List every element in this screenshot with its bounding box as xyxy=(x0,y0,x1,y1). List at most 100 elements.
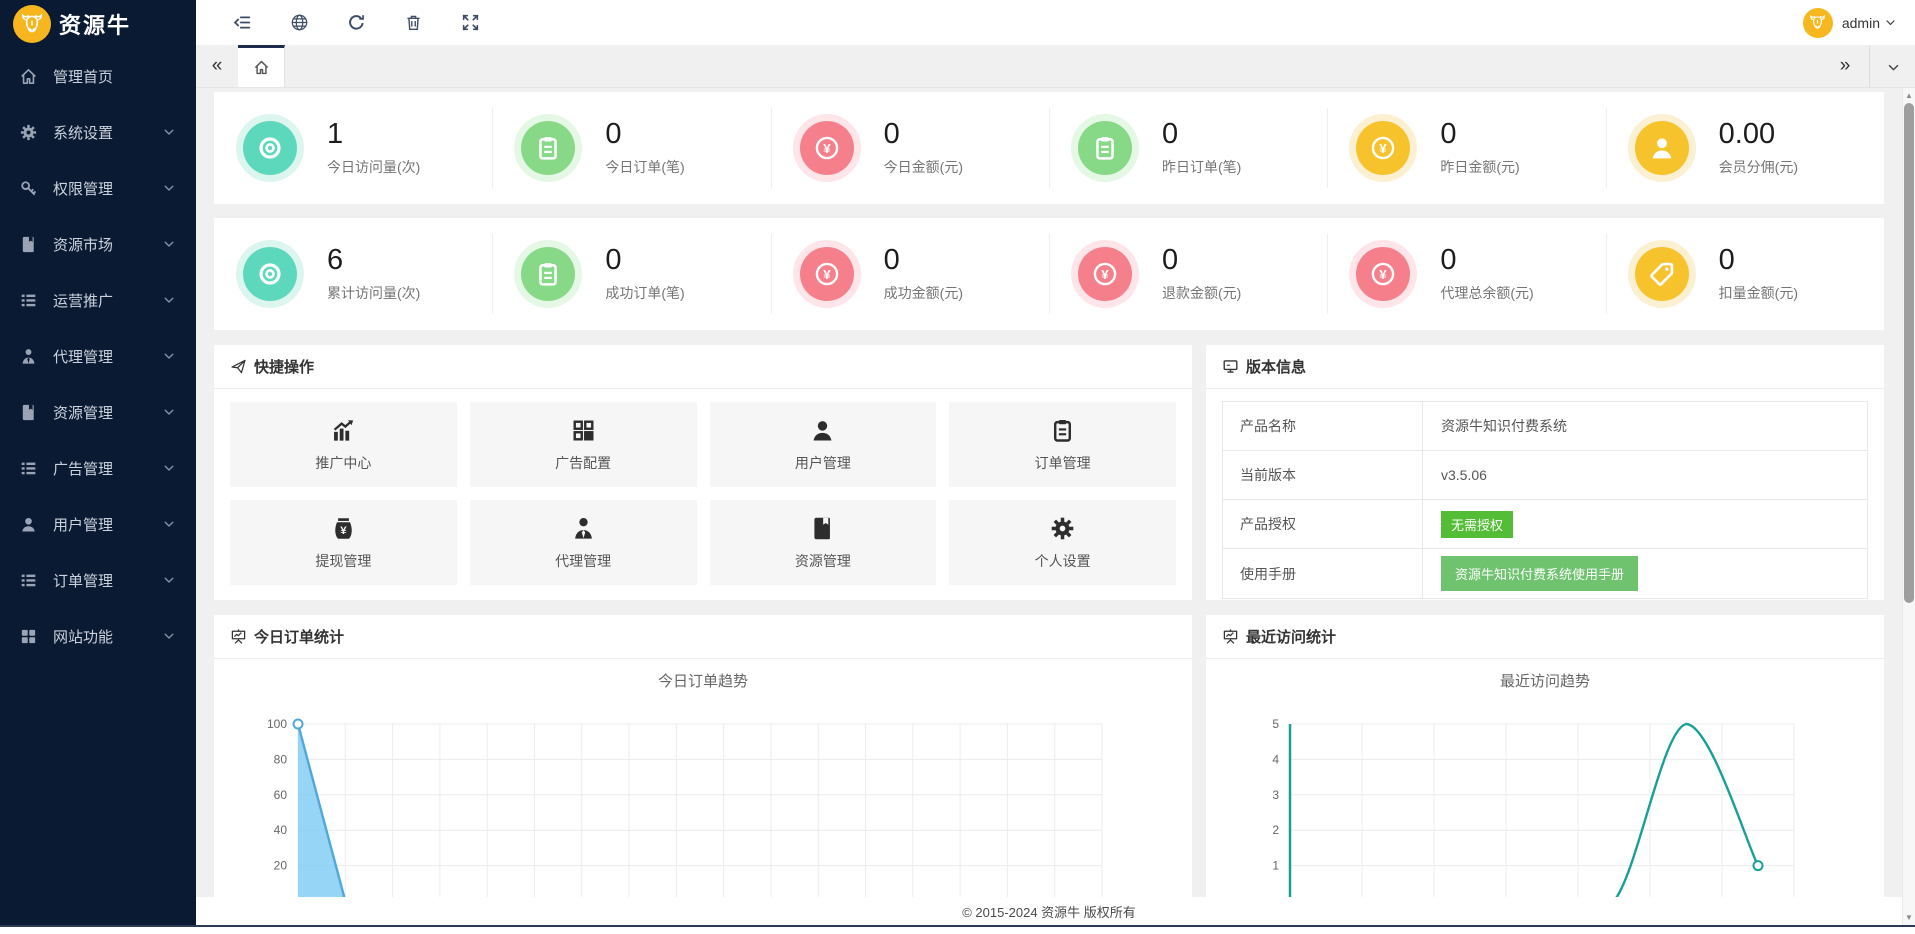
sidebar-item-label: 用户管理 xyxy=(53,516,114,534)
sidebar-item[interactable]: 资源市场 xyxy=(0,216,196,272)
chart-title: 最近访问趋势 xyxy=(1499,673,1590,690)
stat-label: 累计访问量(次) xyxy=(327,285,421,302)
sidebar-item-label: 系统设置 xyxy=(53,124,114,142)
quick-action-button[interactable]: 资源管理 xyxy=(709,500,937,585)
svg-text:¥: ¥ xyxy=(823,267,831,282)
quick-action-button[interactable]: 广告配置 xyxy=(469,402,697,487)
stat-card: ¥ 0 退款金额(元) xyxy=(1049,218,1327,330)
refresh-icon[interactable] xyxy=(347,13,366,32)
stat-card: 0.00 会员分佣(元) xyxy=(1605,92,1884,204)
quick-action-button[interactable]: 用户管理 xyxy=(709,402,937,487)
stat-card: 1 今日访问量(次) xyxy=(214,92,492,204)
sidebar-item[interactable]: 运营推广 xyxy=(0,272,196,328)
quick-action-button[interactable]: ¥ 提现管理 xyxy=(230,500,457,585)
visits-trend-chart: 1 2 3 4 5 xyxy=(1272,717,1795,903)
svg-text:¥: ¥ xyxy=(1101,267,1109,282)
orders-stats-panel: 今日订单统计 今日订单趋势 20 40 60 80 100 xyxy=(214,615,1192,905)
yen-icon: ¥ xyxy=(1356,121,1411,175)
presentation-board-icon xyxy=(230,628,247,645)
stat-card: 0 昨日订单(笔) xyxy=(1049,92,1327,204)
manual-link-button[interactable]: 资源牛知识付费系统使用手册 xyxy=(1441,556,1639,591)
visits-stats-panel: 最近访问统计 最近访问趋势 1 2 3 4 5 xyxy=(1206,615,1884,905)
home-icon xyxy=(19,67,38,86)
sidebar-item[interactable]: 用户管理 xyxy=(0,496,196,552)
svg-text:4: 4 xyxy=(1272,752,1279,766)
svg-text:20: 20 xyxy=(274,859,288,873)
key-icon xyxy=(19,179,38,198)
chevron-down-icon xyxy=(162,517,176,531)
tabs-scroll-left-button[interactable]: « xyxy=(211,55,223,76)
user-menu[interactable]: admin xyxy=(1802,7,1897,38)
brand-name: 资源牛 xyxy=(59,13,132,38)
app-logo[interactable]: 资源牛 xyxy=(0,0,196,48)
stat-label: 代理总余额(元) xyxy=(1440,285,1534,302)
quick-action-button[interactable]: 代理管理 xyxy=(469,500,697,585)
user-icon xyxy=(1634,121,1689,175)
chevron-down-icon xyxy=(1886,60,1899,73)
stat-value: 0 xyxy=(1162,243,1179,276)
home-icon xyxy=(253,59,270,76)
svg-text:100: 100 xyxy=(267,717,287,731)
stat-value: 0 xyxy=(1718,243,1735,276)
sidebar-item[interactable]: 管理首页 xyxy=(0,48,196,104)
sidebar-item-label: 资源管理 xyxy=(53,404,114,422)
sidebar-item[interactable]: 权限管理 xyxy=(0,160,196,216)
sidebar-item[interactable]: 代理管理 xyxy=(0,328,196,384)
sidebar-item[interactable]: 订单管理 xyxy=(0,552,196,608)
quick-action-label: 代理管理 xyxy=(555,552,612,569)
collapse-icon[interactable] xyxy=(233,13,252,32)
chart-panels: 今日订单统计 今日订单趋势 20 40 60 80 100 最近访问统计 最近访问趋势 … xyxy=(214,615,1884,905)
chevron-down-icon xyxy=(162,181,176,195)
quick-action-button[interactable]: 推广中心 xyxy=(230,402,457,487)
tab-home[interactable] xyxy=(238,45,285,87)
target-icon xyxy=(243,247,297,301)
presentation-board-icon xyxy=(1222,628,1239,645)
tabs-scroll-right-button[interactable]: » xyxy=(1839,55,1851,76)
sidebar-item[interactable]: 广告管理 xyxy=(0,440,196,496)
svg-text:¥: ¥ xyxy=(1380,141,1388,156)
grid-icon xyxy=(19,627,38,646)
quick-action-button[interactable]: 订单管理 xyxy=(949,402,1176,487)
version-row-value: 资源牛知识付费系统 xyxy=(1441,418,1567,434)
tabs-menu-button[interactable] xyxy=(1869,45,1915,87)
expand-icon[interactable] xyxy=(461,13,480,32)
yen-icon: ¥ xyxy=(799,121,854,175)
avatar xyxy=(1802,7,1833,38)
user-icon xyxy=(809,417,836,444)
sidebar-item[interactable]: 系统设置 xyxy=(0,104,196,160)
sidebar-item[interactable]: 资源管理 xyxy=(0,384,196,440)
svg-text:2: 2 xyxy=(1272,823,1279,837)
stat-value: 0 xyxy=(605,117,622,150)
panel-title: 今日订单统计 xyxy=(254,629,345,646)
sidebar-item-label: 订单管理 xyxy=(53,572,114,590)
svg-text:3: 3 xyxy=(1272,788,1279,802)
stat-card: 0 今日订单(笔) xyxy=(492,92,770,204)
version-row: 使用手册 资源牛知识付费系统使用手册 xyxy=(1223,549,1867,598)
scrollbar-up-arrow-icon[interactable]: ▲ xyxy=(1905,91,1913,100)
gear-icon xyxy=(19,123,38,142)
quick-action-button[interactable]: 个人设置 xyxy=(949,500,1176,585)
trash-icon[interactable] xyxy=(404,13,423,32)
stat-value: 0 xyxy=(1162,117,1179,150)
list-icon xyxy=(19,571,38,590)
scrollbar-down-arrow-icon[interactable]: ▼ xyxy=(1905,913,1913,922)
sidebar-item[interactable]: 网站功能 xyxy=(0,608,196,664)
tag-icon xyxy=(1634,247,1689,301)
chevron-down-icon xyxy=(162,125,176,139)
version-row-value: v3.5.06 xyxy=(1441,467,1487,483)
stat-card: 0 扣量金额(元) xyxy=(1605,218,1884,330)
agent-icon xyxy=(570,515,597,542)
stats-row-1: 1 今日访问量(次) 0 今日订单(笔) ¥ xyxy=(214,92,1884,204)
chevron-down-icon xyxy=(162,405,176,419)
vertical-scrollbar[interactable]: ▲ ▼ xyxy=(1902,88,1915,925)
quick-action-label: 订单管理 xyxy=(1034,454,1091,471)
quick-action-label: 资源管理 xyxy=(794,552,851,569)
clipboard-icon xyxy=(1049,417,1076,444)
sidebar-item-label: 资源市场 xyxy=(53,236,114,254)
chart-icon xyxy=(330,417,357,444)
quick-actions-panel: 快捷操作 推广中心 广告配置 xyxy=(214,345,1192,600)
version-row: 产品名称 资源牛知识付费系统 xyxy=(1223,402,1867,451)
scrollbar-thumb[interactable] xyxy=(1904,103,1914,603)
globe-icon[interactable] xyxy=(290,13,309,32)
stat-label: 扣量金额(元) xyxy=(1718,285,1798,302)
